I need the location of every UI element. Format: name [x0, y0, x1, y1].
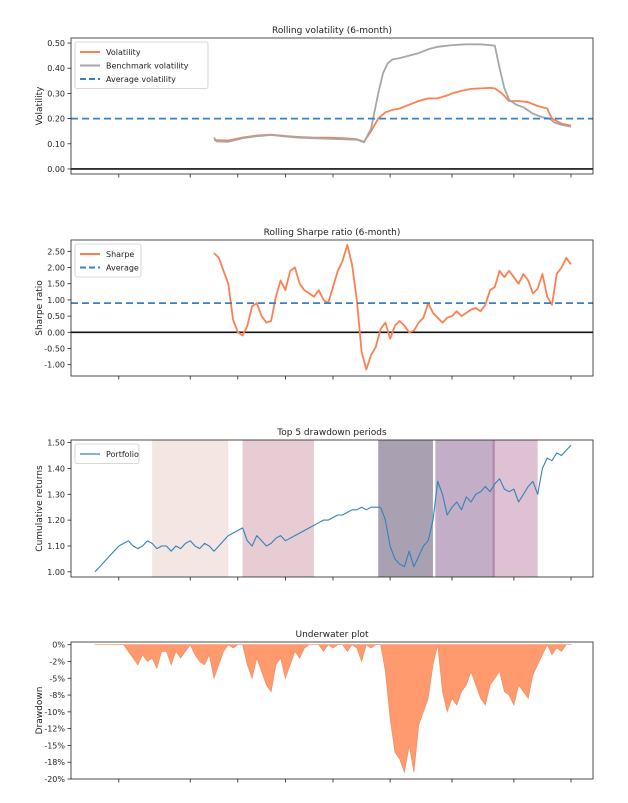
chart-title: Top 5 drawdown periods	[276, 428, 387, 438]
panel-drawdown-periods: 1.00 1.10 1.20 1.30 1.40 1.50 Top 5 drawdown p…	[35, 428, 594, 581]
y-tick-label: -18%	[44, 758, 65, 767]
y-tick-label: 1.50	[47, 439, 65, 448]
legend-label: Volatility	[106, 48, 141, 57]
y-tick-label: -5%	[49, 674, 65, 683]
panel-rolling-sharpe: -1.00 -0.50 0.00 0.50 1.00 1.50 2.00 2.50 Rollin…	[35, 228, 594, 380]
legend-label: Average	[106, 264, 139, 273]
chart-title: Rolling Sharpe ratio (6-month)	[264, 228, 401, 238]
drawdown-period-2	[242, 440, 314, 577]
series-portfolio-line	[94, 444, 572, 573]
y-tick-label: 0.50	[47, 312, 65, 321]
y-tick-label: 0.30	[47, 89, 65, 98]
legend-label: Average volatility	[106, 75, 176, 84]
series-benchmark-volatility-line	[213, 43, 572, 144]
y-tick-label: 1.40	[47, 464, 65, 473]
drawdown-period-5	[492, 440, 538, 577]
legend-label: Sharpe	[106, 250, 134, 259]
y-tick-label: -15%	[44, 741, 65, 750]
drawdown-period-3	[378, 440, 433, 577]
y-tick-label: -0.50	[44, 344, 65, 353]
y-tick-label: -2%	[49, 657, 65, 666]
y-tick-label: 2.00	[47, 264, 65, 273]
legend-box	[74, 243, 142, 278]
chart-title: Rolling volatility (6-month)	[272, 26, 392, 36]
y-tick-label: 0.00	[47, 165, 65, 174]
y-tick-label: 0.20	[47, 115, 65, 124]
y-tick-label: 0.10	[47, 140, 65, 149]
axes-frame	[70, 239, 594, 377]
y-tick-label: 0%	[52, 641, 65, 650]
legend-box	[74, 41, 209, 89]
y-axis-label: Volatility	[35, 86, 45, 126]
axes-frame	[70, 37, 594, 175]
drawdown-period-1	[152, 440, 229, 577]
y-tick-label: -1.00	[44, 361, 65, 370]
panel-underwater: 0% -2% -5% -8% -10% -12% -15% -18% -20% Underwate…	[35, 630, 594, 784]
legend-label: Portfolio	[106, 450, 139, 459]
legend-label: Benchmark volatility	[106, 62, 189, 71]
chart-title: Underwater plot	[296, 630, 369, 640]
series-volatility-line	[213, 87, 572, 143]
y-axis-label: Drawdown	[35, 687, 45, 735]
axes-frame	[70, 439, 594, 578]
y-tick-label: 0.40	[47, 64, 65, 73]
y-tick-label: 1.30	[47, 490, 65, 499]
y-tick-label: 1.20	[47, 516, 65, 525]
y-tick-label: 0.50	[47, 39, 65, 48]
drawdown-area	[94, 644, 572, 774]
y-tick-label: 1.10	[47, 542, 65, 551]
y-axis-label: Cumulative returns	[35, 465, 45, 552]
y-axis-label: Sharpe ratio	[35, 280, 45, 336]
y-tick-label: -10%	[44, 708, 65, 717]
y-tick-label: 1.00	[47, 568, 65, 577]
y-tick-label: -8%	[49, 691, 65, 700]
series-sharpe-line	[213, 243, 572, 371]
y-tick-label: 1.50	[47, 280, 65, 289]
y-tick-label: 2.50	[47, 247, 65, 256]
y-tick-label: -12%	[44, 725, 65, 734]
legend-box	[74, 443, 140, 464]
axes-frame	[70, 641, 594, 780]
y-tick-label: 0.00	[47, 328, 65, 337]
panel-rolling-volatility: 0.00 0.10 0.20 0.30 0.40 0.50 Rolling volatili…	[35, 26, 594, 178]
y-tick-label: 1.00	[47, 296, 65, 305]
y-tick-label: -20%	[44, 775, 65, 784]
drawdown-period-4	[435, 440, 495, 577]
